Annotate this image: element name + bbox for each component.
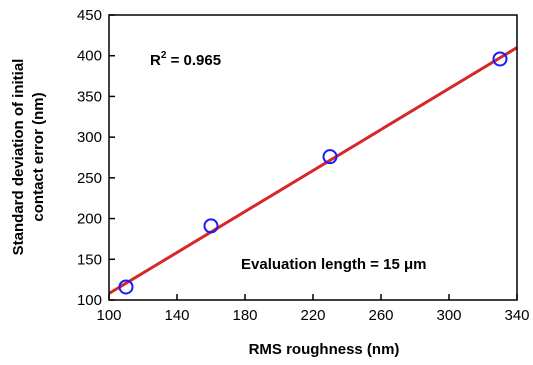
x-tick-label: 140 xyxy=(164,307,189,324)
y-axis-ticks: 100 150 200 250 300 350 400 450 xyxy=(77,7,115,309)
x-tick-label: 340 xyxy=(504,307,529,324)
data-point xyxy=(203,218,219,234)
y-axis-title-line-2: contact error (nm) xyxy=(30,92,47,221)
x-tick-label: 180 xyxy=(232,307,257,324)
r-squared-exponent: 2 xyxy=(161,50,167,61)
y-tick-label: 250 xyxy=(77,170,102,187)
data-point xyxy=(322,149,338,165)
x-axis-title: RMS roughness (nm) xyxy=(249,341,400,358)
r-squared-value: = 0.965 xyxy=(166,52,221,69)
y-tick-label: 350 xyxy=(77,88,102,105)
x-axis-ticks: 100 140 180 220 260 300 340 xyxy=(96,294,530,324)
plot-area xyxy=(108,46,518,295)
y-axis-title: Standard deviation of initial contact er… xyxy=(10,59,47,256)
evaluation-length-annotation: Evaluation length = 15 μm xyxy=(241,256,426,273)
r-squared-annotation: R2 = 0.965 xyxy=(150,50,221,69)
y-tick-label: 100 xyxy=(77,292,102,309)
y-tick-label: 450 xyxy=(77,7,102,24)
y-tick-label: 400 xyxy=(77,48,102,65)
fit-line xyxy=(108,46,518,295)
y-tick-label: 200 xyxy=(77,211,102,228)
data-point xyxy=(118,279,134,295)
plot-frame xyxy=(108,14,518,301)
data-point xyxy=(492,51,508,67)
y-tick-label: 300 xyxy=(77,129,102,146)
x-tick-label: 300 xyxy=(436,307,461,324)
x-tick-label: 260 xyxy=(368,307,393,324)
y-tick-label: 150 xyxy=(77,251,102,268)
y-axis-title-line-1: Standard deviation of initial xyxy=(10,59,27,256)
x-tick-label: 100 xyxy=(96,307,121,324)
r-squared-symbol: R xyxy=(150,52,161,69)
x-tick-label: 220 xyxy=(300,307,325,324)
